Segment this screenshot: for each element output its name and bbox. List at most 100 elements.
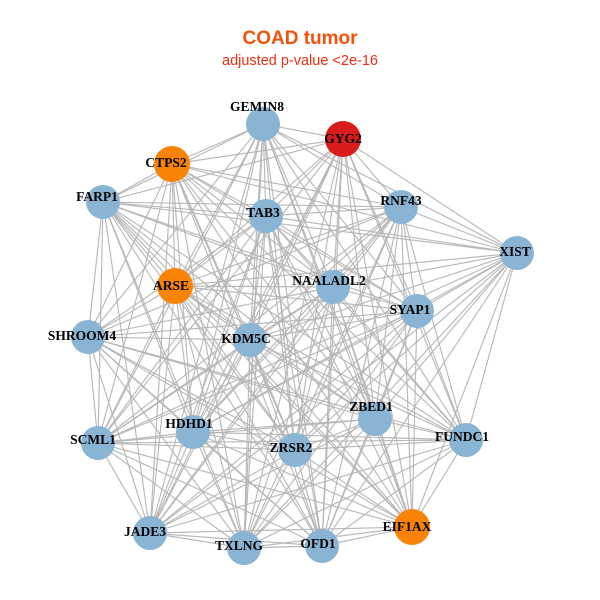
graph-edge bbox=[149, 449, 296, 534]
graph-node[interactable] bbox=[71, 320, 105, 354]
graph-node-label: TXLNG bbox=[215, 538, 264, 553]
graph-node-label: SCML1 bbox=[70, 432, 116, 447]
graph-node[interactable] bbox=[133, 516, 167, 550]
page-title: COAD tumor bbox=[242, 28, 358, 49]
graph-node[interactable] bbox=[394, 509, 430, 545]
graph-edge bbox=[102, 201, 194, 433]
graph-edge bbox=[174, 285, 194, 433]
graph-edge bbox=[262, 123, 413, 528]
graph-edge bbox=[87, 336, 151, 534]
graph-node[interactable] bbox=[500, 236, 534, 270]
graph-edge bbox=[294, 439, 467, 451]
graph-node[interactable] bbox=[400, 294, 434, 328]
graph-edge bbox=[149, 215, 267, 534]
graph-node[interactable] bbox=[249, 199, 283, 233]
graph-node[interactable] bbox=[316, 270, 350, 304]
graph-edge bbox=[97, 418, 376, 444]
graph-node-label: EIF1AX bbox=[383, 519, 432, 534]
graph-node-label: KDM5C bbox=[221, 331, 271, 346]
graph-edge bbox=[262, 123, 323, 547]
graph-edge bbox=[149, 439, 467, 534]
graph-edge bbox=[171, 163, 418, 312]
graph-edge bbox=[411, 310, 418, 528]
graph-edge bbox=[249, 339, 413, 528]
figure-title-block: COAD tumor adjusted p-value <2e-16 bbox=[0, 28, 600, 70]
graph-edge bbox=[265, 138, 344, 217]
graph-edge bbox=[192, 431, 296, 451]
graph-edge bbox=[400, 206, 518, 254]
graph-edge bbox=[87, 201, 104, 338]
graph-node[interactable] bbox=[358, 402, 392, 436]
graph-node[interactable] bbox=[233, 323, 267, 357]
graph-edge bbox=[192, 206, 402, 433]
graph-edge bbox=[97, 339, 251, 444]
graph-node[interactable] bbox=[449, 423, 483, 457]
graph-edge bbox=[97, 163, 173, 444]
graph-edge bbox=[87, 336, 467, 441]
graph-edge bbox=[416, 310, 467, 441]
graph-node[interactable] bbox=[86, 185, 120, 219]
graph-edge bbox=[262, 123, 402, 208]
graph-edge bbox=[249, 252, 518, 341]
graph-node-label: ZRSR2 bbox=[270, 440, 313, 455]
graph-edge bbox=[249, 138, 344, 341]
graph-edge bbox=[400, 206, 413, 528]
graph-edge bbox=[262, 123, 418, 312]
graph-edge bbox=[321, 252, 518, 547]
graph-edge bbox=[243, 206, 402, 549]
graph-edge bbox=[192, 431, 467, 441]
graph-edge bbox=[262, 123, 467, 441]
graph-node[interactable] bbox=[227, 531, 261, 565]
graph-edge bbox=[294, 286, 334, 451]
graph-edge bbox=[102, 201, 151, 534]
graph-edge bbox=[174, 285, 413, 528]
graph-edge bbox=[149, 526, 413, 534]
graph-node[interactable] bbox=[278, 433, 312, 467]
edges-layer bbox=[87, 123, 518, 549]
graph-node[interactable] bbox=[154, 146, 190, 182]
graph-node[interactable] bbox=[305, 529, 339, 563]
graph-edge bbox=[249, 339, 296, 451]
graph-edge bbox=[294, 252, 518, 451]
graph-edge bbox=[174, 285, 323, 547]
graph-node-label: XIST bbox=[499, 244, 531, 259]
graph-edge bbox=[102, 201, 245, 549]
graph-edge bbox=[171, 138, 344, 165]
graph-edge bbox=[102, 201, 176, 287]
graph-edge bbox=[294, 449, 413, 528]
graph-edge bbox=[97, 442, 245, 549]
graph-edge bbox=[87, 336, 99, 444]
graph-node[interactable] bbox=[176, 415, 210, 449]
graph-edge bbox=[149, 285, 176, 534]
graph-edge bbox=[342, 138, 376, 420]
nodes-layer bbox=[71, 107, 534, 565]
graph-edge bbox=[174, 206, 402, 287]
graph-edge bbox=[102, 201, 296, 451]
graph-edge bbox=[174, 252, 518, 287]
graph-node-label: ARSE bbox=[153, 278, 189, 293]
graph-edge bbox=[192, 431, 245, 549]
graph-edge bbox=[174, 285, 418, 312]
graph-edge bbox=[342, 138, 518, 254]
graph-edge bbox=[102, 201, 402, 208]
graph-node-label: ZBED1 bbox=[349, 399, 393, 414]
graph-edge bbox=[87, 336, 296, 451]
graph-edge bbox=[102, 201, 267, 217]
graph-node[interactable] bbox=[325, 121, 361, 157]
graph-node[interactable] bbox=[246, 107, 280, 141]
graph-edge bbox=[265, 215, 518, 254]
graph-node-label: TAB3 bbox=[246, 205, 280, 220]
graph-edge bbox=[171, 163, 518, 254]
graph-node[interactable] bbox=[81, 426, 115, 460]
graph-node-label: GEMIN8 bbox=[230, 99, 284, 114]
graph-edge bbox=[97, 201, 104, 444]
graph-edge bbox=[321, 418, 376, 547]
graph-edge bbox=[97, 252, 518, 444]
graph-edge bbox=[243, 449, 296, 549]
graph-edge bbox=[97, 442, 151, 534]
graph-edge bbox=[192, 310, 418, 433]
graph-edge bbox=[97, 285, 176, 444]
graph-node[interactable] bbox=[384, 190, 418, 224]
graph-node[interactable] bbox=[157, 268, 193, 304]
